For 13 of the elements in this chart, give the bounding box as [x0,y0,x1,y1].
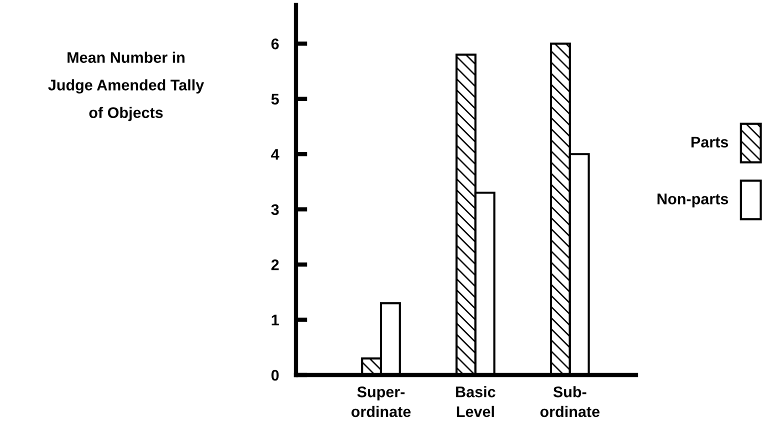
y-tick-label: 4 [271,149,280,160]
y-tick-label: 5 [271,94,279,105]
x-tick-label: Basic Level [456,386,496,418]
y-tick-label: 3 [271,204,279,216]
text: Non-parts [658,194,728,208]
y-tick-label: 1 [272,314,279,326]
y-tick-label: 6 [271,38,279,50]
y-tick-label: 0 [271,370,279,381]
y-tick-label: 2 [271,259,279,270]
y-axis-title: Mean Number in Judge Amended Tally of Objects [48,52,204,122]
x-tick-label: Sub- ordinate [540,386,600,418]
x-tick-label: Super- ordinate [351,386,411,418]
text: Parts [691,136,728,148]
